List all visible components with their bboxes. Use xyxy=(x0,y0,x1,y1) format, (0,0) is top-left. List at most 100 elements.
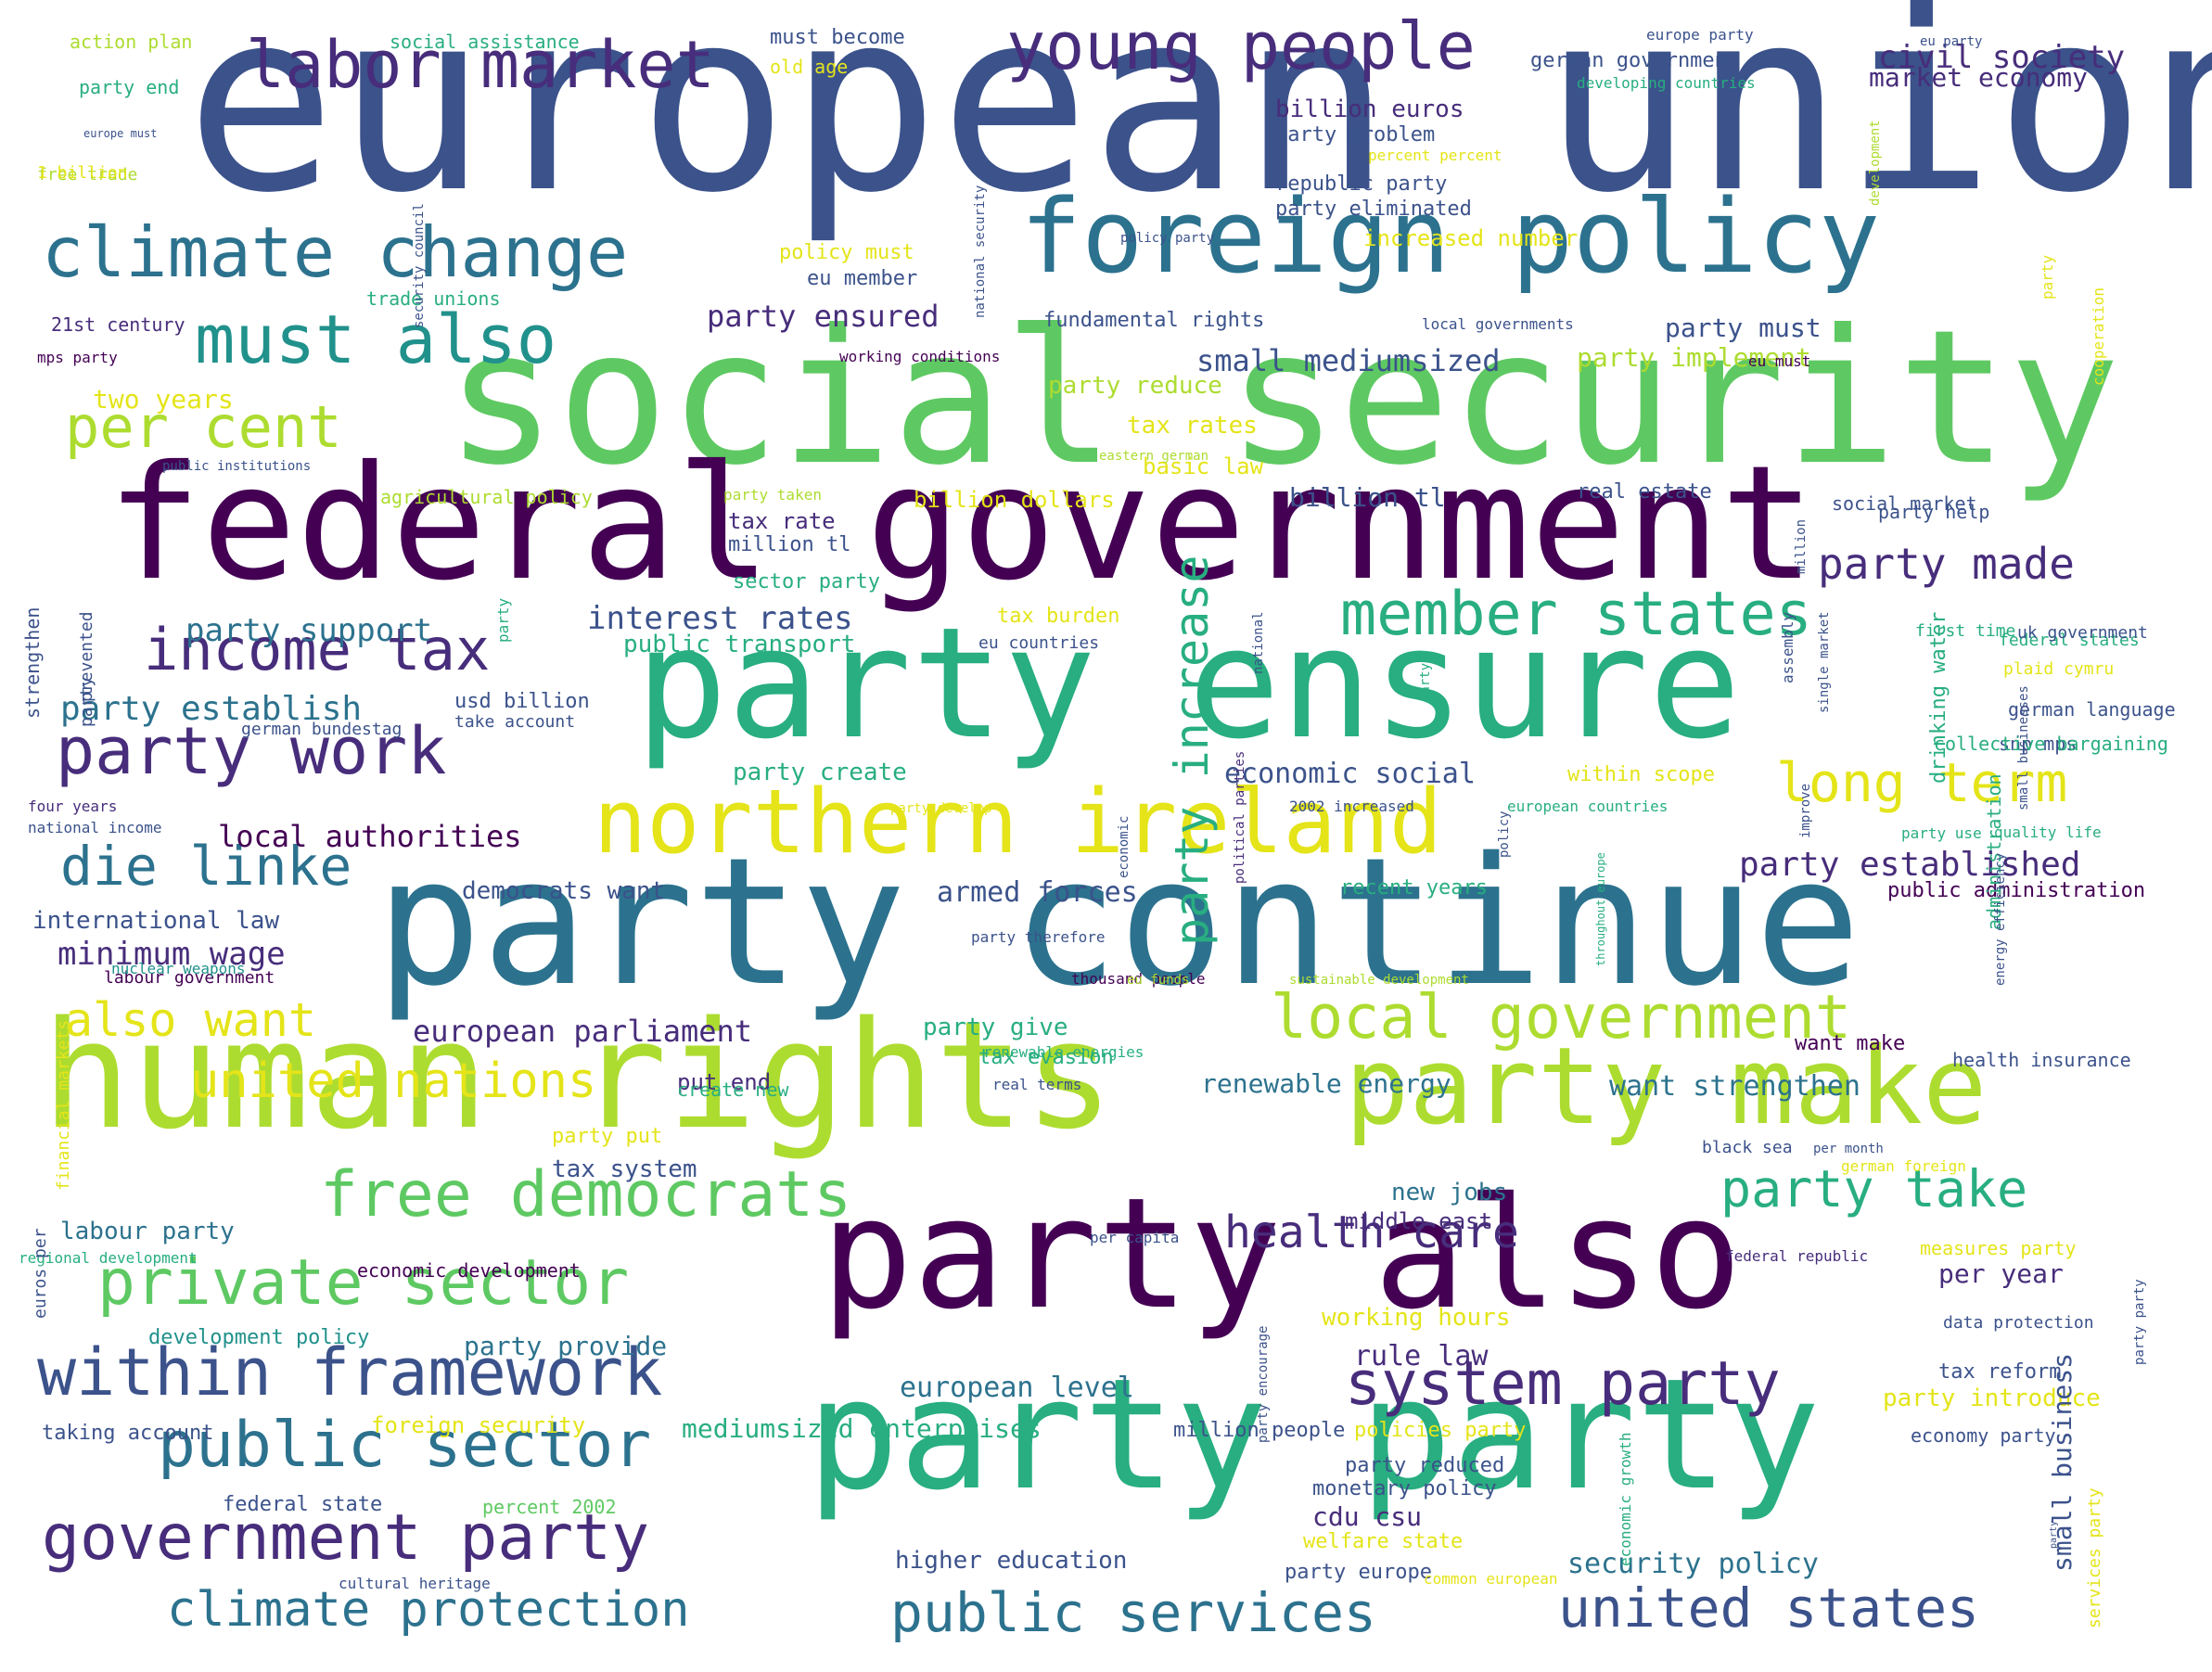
cloud-word: social security xyxy=(445,290,2121,506)
cloud-word: private sector xyxy=(97,1246,630,1320)
cloud-word: party reduced xyxy=(1345,1454,1505,1477)
cloud-word: sector party xyxy=(733,570,880,593)
cloud-word: welfare state xyxy=(1303,1530,1464,1553)
cloud-word: national security xyxy=(973,185,988,318)
cloud-word: political parties xyxy=(1233,750,1247,884)
cloud-word: united nations xyxy=(190,1053,597,1109)
cloud-word: tax evasion xyxy=(978,1046,1114,1069)
cloud-word: die linke xyxy=(60,835,352,898)
cloud-word: policy must xyxy=(779,241,914,264)
cloud-word: first time xyxy=(1915,621,2016,641)
cloud-word: system party xyxy=(1345,1349,1781,1419)
cloud-word: policy xyxy=(1497,810,1512,859)
cloud-word: black sea xyxy=(1702,1138,1793,1157)
cloud-word: basic law xyxy=(1143,453,1264,479)
cloud-word: tax reform xyxy=(1938,1360,2062,1384)
cloud-word: strengthen xyxy=(21,606,44,719)
cloud-word: german language xyxy=(2008,698,2176,721)
cloud-word: measures party xyxy=(1920,1237,2077,1259)
cloud-word: national xyxy=(1251,611,1266,675)
cloud-word: federal republic xyxy=(1725,1247,1869,1265)
cloud-word: quality life xyxy=(1994,823,2102,841)
cloud-word: party make xyxy=(1345,1025,1988,1149)
cloud-word: party continue xyxy=(376,820,1861,1025)
cloud-word: european union xyxy=(185,0,2212,248)
cloud-word: human rights xyxy=(42,989,1114,1162)
cloud-word: eastern german xyxy=(1099,449,1209,464)
cloud-word: party problem xyxy=(1275,123,1436,147)
cloud-word: security council xyxy=(412,203,427,329)
cloud-word: party xyxy=(2039,254,2056,300)
cloud-word: want make xyxy=(1795,1032,1906,1055)
cloud-word: income tax xyxy=(144,616,491,683)
cloud-word: social assistance xyxy=(390,31,580,53)
cloud-word: party taken xyxy=(723,486,822,504)
cloud-word: billion dollars xyxy=(914,487,1115,513)
cloud-word: tax rates xyxy=(1127,412,1258,440)
cloud-word: party also xyxy=(821,1165,1743,1343)
cloud-word: party eliminated xyxy=(1275,198,1472,221)
cloud-word: european level xyxy=(900,1372,1134,1404)
cloud-word: european parliament xyxy=(413,1014,753,1049)
cloud-word: party ensured xyxy=(707,299,940,334)
cloud-word: per cent xyxy=(65,393,342,461)
cloud-word: eu countries xyxy=(978,633,1100,653)
cloud-word: development xyxy=(1868,120,1883,207)
cloud-word: market economy xyxy=(1869,62,2089,93)
cloud-word: social market xyxy=(1832,492,1977,515)
cloud-word: cdu csu xyxy=(1312,1501,1423,1532)
cloud-word: party xyxy=(494,597,512,643)
cloud-word: uk government xyxy=(2017,623,2148,643)
cloud-word: energy efficiency xyxy=(1993,852,2008,986)
cloud-word: renewable energy xyxy=(1201,1068,1451,1099)
cloud-word: party therefore xyxy=(971,928,1106,946)
cloud-word: young people xyxy=(1006,8,1476,84)
cloud-word: action plan xyxy=(70,31,193,53)
cloud-word: tax burden xyxy=(997,605,1120,628)
cloud-word: armed forces xyxy=(937,876,1138,909)
cloud-word: within framework xyxy=(37,1334,663,1410)
cloud-word: thousand people xyxy=(1071,970,1206,988)
cloud-word: democrats want xyxy=(462,877,666,905)
cloud-word: party establish xyxy=(60,690,363,728)
cloud-word: long term xyxy=(1776,751,2068,814)
cloud-word: common european xyxy=(1424,1570,1558,1588)
cloud-word: foreign policy xyxy=(1020,177,1881,296)
cloud-word: agricultural policy xyxy=(380,486,593,508)
cloud-word: mps party xyxy=(37,349,118,366)
cloud-word: renewable energies xyxy=(983,1043,1144,1061)
cloud-word: health insurance xyxy=(1952,1049,2131,1071)
cloud-word: million tl xyxy=(728,533,851,556)
cloud-word: eu member xyxy=(807,267,918,290)
cloud-word: take account xyxy=(454,712,576,732)
cloud-word: party introduce xyxy=(1883,1385,2101,1412)
cloud-word: billion tl xyxy=(1289,482,1446,513)
cloud-word: european countries xyxy=(1507,798,1669,815)
cloud-word: real terms xyxy=(992,1076,1082,1093)
cloud-word: party must xyxy=(1665,313,1822,343)
cloud-word: 1 billion xyxy=(37,163,128,183)
cloud-word: within scope xyxy=(1567,763,1715,786)
cloud-word: usd billion xyxy=(454,690,590,713)
cloud-word: economic development xyxy=(357,1259,581,1282)
cloud-word: small mediumsized xyxy=(1196,343,1501,378)
cloud-word: public transport xyxy=(623,631,856,658)
cloud-word: party implement xyxy=(1577,342,1811,373)
cloud-word: economic xyxy=(1117,815,1132,879)
cloud-word: economy party xyxy=(1911,1424,2056,1447)
cloud-word: party work xyxy=(56,713,447,789)
cloud-word: tax system xyxy=(552,1155,697,1183)
cloud-word: party reduce xyxy=(1048,372,1222,400)
cloud-word: developing countries xyxy=(1577,74,1756,92)
cloud-word: put end xyxy=(677,1069,772,1095)
cloud-word: public services xyxy=(890,1581,1376,1644)
cloud-word: civil society xyxy=(1878,39,2126,76)
cloud-word: party xyxy=(2049,1520,2059,1549)
cloud-word: party made xyxy=(1818,539,2075,589)
cloud-word: policy party xyxy=(1120,231,1215,246)
cloud-word: government party xyxy=(42,1501,650,1575)
cloud-word: economic growth xyxy=(1617,1432,1634,1567)
cloud-word: 21st century xyxy=(51,313,185,336)
cloud-word: climate change xyxy=(42,211,629,293)
cloud-word: per month xyxy=(1813,1142,1884,1156)
